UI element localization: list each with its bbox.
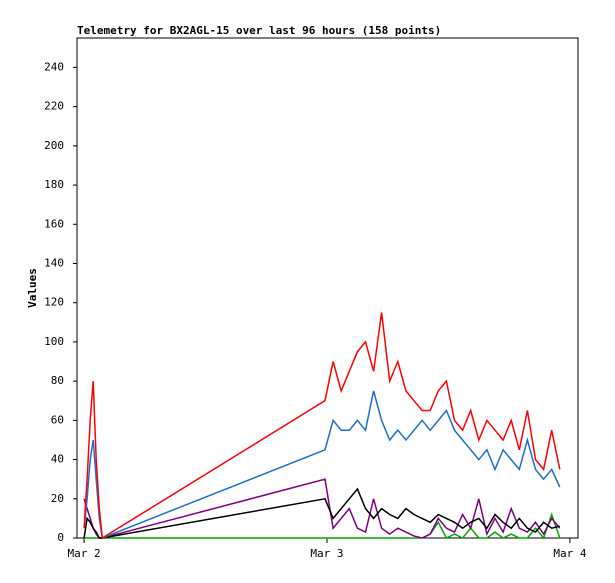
y-tick-label: 140 bbox=[44, 256, 64, 269]
data-line bbox=[83, 390, 561, 540]
y-tick-label: 0 bbox=[57, 531, 64, 544]
y-tick-label: 120 bbox=[44, 296, 64, 309]
y-tick-label: 80 bbox=[51, 374, 64, 387]
x-tick-label: Mar 2 bbox=[68, 547, 101, 560]
y-tick-label: 180 bbox=[44, 178, 64, 191]
chart-title: Telemetry for BX2AGL-15 over last 96 hou… bbox=[77, 24, 441, 37]
y-tick-label: 200 bbox=[44, 139, 64, 152]
x-tick-label: Mar 4 bbox=[553, 547, 586, 560]
data-line bbox=[83, 312, 561, 540]
y-tick-label: 60 bbox=[51, 413, 64, 426]
y-tick-label: 40 bbox=[51, 453, 64, 466]
y-tick-label: 100 bbox=[44, 335, 64, 348]
y-tick-label: 20 bbox=[51, 492, 64, 505]
y-tick-label: 240 bbox=[44, 60, 64, 73]
y-tick-label: 220 bbox=[44, 100, 64, 113]
y-tick-label: 160 bbox=[44, 217, 64, 230]
x-tick-label: Mar 3 bbox=[310, 547, 343, 560]
y-axis-label: Values bbox=[26, 268, 39, 308]
plot-frame bbox=[76, 37, 579, 539]
